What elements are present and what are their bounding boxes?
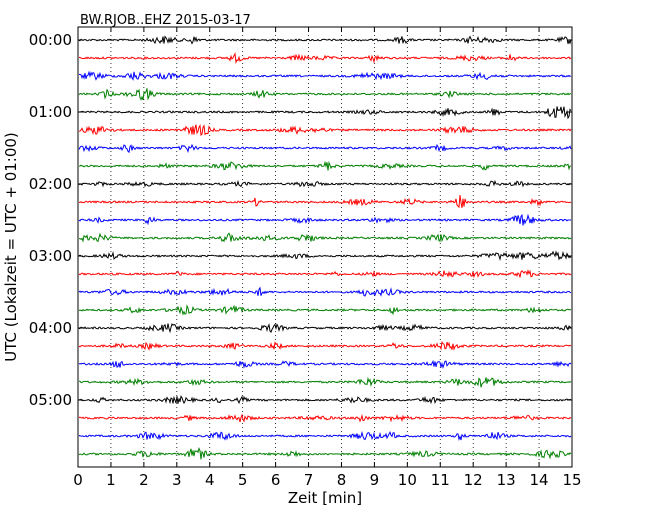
y-axis-label: UTC (Lokalzeit = UTC + 01:00) [2,132,20,362]
y-tick-label: 04:00 [29,319,72,337]
trace-line [78,160,572,171]
trace-line [78,376,572,388]
x-tick-label: 5 [238,471,248,489]
tick-layer: 0 1 2 3 4 5 6 7 8 9 10 11 12 13 14 1500:0001:0002:0003:… [29,27,582,489]
trace-line [78,430,572,441]
trace-line [78,35,572,45]
trace-line [78,106,572,120]
trace-line [78,250,572,262]
trace-line [78,52,572,65]
plot-frame [77,26,573,468]
grid-layer [110,27,540,467]
trace-layer [78,35,572,460]
trace-line [78,286,572,297]
x-tick-label: 6 [271,471,281,489]
x-tick-label: 15 [562,471,581,489]
x-tick-label: 1 [106,471,116,489]
trace-line [78,195,572,209]
x-tick-label: 3 [172,471,182,489]
x-tick-label: 7 [304,471,314,489]
trace-line [78,304,572,316]
x-tick-label: 8 [337,471,347,489]
x-tick-label: 9 [370,471,380,489]
x-tick-label: 10 [398,471,417,489]
trace-line [78,413,572,423]
trace-line [78,232,572,243]
trace-line [78,269,572,279]
trace-line [78,395,572,405]
y-tick-label: 05:00 [29,391,72,409]
trace-line [78,124,572,137]
trace-line [78,213,572,226]
x-axis-label: Zeit [min] [288,489,362,507]
trace-line [78,179,572,188]
y-tick-label: 02:00 [29,175,72,193]
y-tick-label: 03:00 [29,247,72,265]
y-tick-label: 01:00 [29,103,72,121]
y-tick-label: 00:00 [29,31,72,49]
x-tick-label: 2 [139,471,149,489]
trace-line [78,88,572,101]
x-tick-label: 4 [205,471,215,489]
trace-line [78,70,572,81]
trace-line [78,323,572,334]
x-tick-label: 11 [431,471,450,489]
x-tick-label: 0 [73,471,83,489]
chart-title: BW.RJOB..EHZ 2015-03-17 [80,13,251,28]
x-tick-label: 14 [530,471,549,489]
x-tick-label: 13 [497,471,516,489]
trace-line [78,447,572,460]
x-tick-label: 12 [464,471,483,489]
trace-line [78,359,572,370]
trace-line [78,340,572,351]
trace-line [78,143,572,154]
